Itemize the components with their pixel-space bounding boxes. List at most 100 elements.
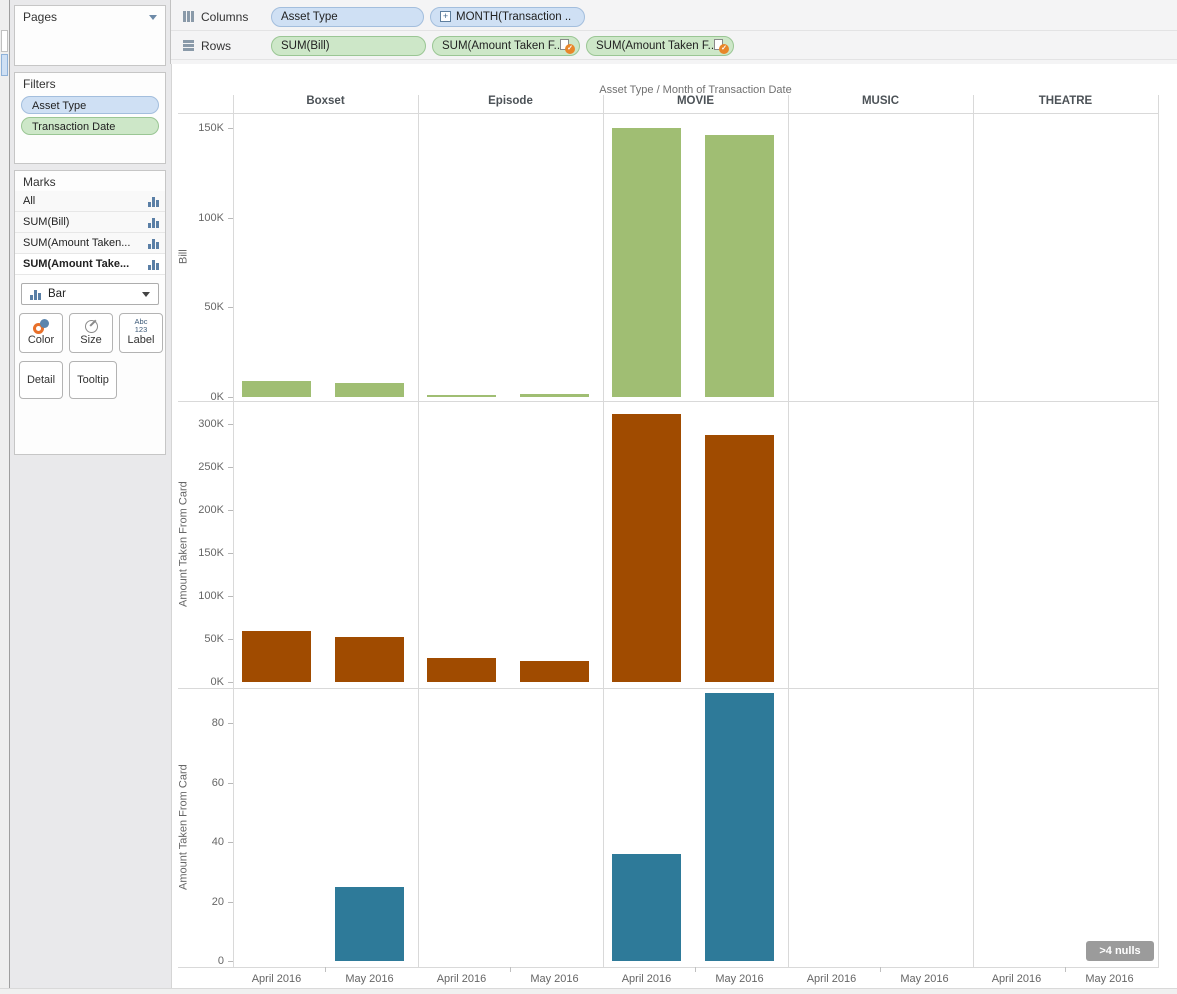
color-button[interactable]: Color bbox=[19, 313, 63, 353]
rows-shelf-label: Rows bbox=[201, 38, 232, 53]
y-tick-label: 60 bbox=[211, 776, 224, 789]
pill-sum-amount-taken-1[interactable]: SUM(Amount Taken F.. ✓ bbox=[432, 35, 580, 56]
x-tick-mark bbox=[695, 967, 696, 972]
calc-check-icon: ✓ bbox=[714, 38, 730, 54]
panel-border-horizontal bbox=[178, 967, 1159, 968]
y-tick-mark bbox=[228, 639, 233, 640]
column-header-theatre[interactable]: THEATRE bbox=[1038, 95, 1093, 107]
pages-card: Pages bbox=[14, 5, 166, 66]
filter-pill-transaction-date[interactable]: Transaction Date bbox=[21, 117, 159, 135]
y-tick-mark bbox=[228, 307, 233, 309]
rows-shelf[interactable]: Rows SUM(Bill) SUM(Amount Taken F.. ✓ SU… bbox=[171, 32, 1177, 60]
x-tick-mark bbox=[510, 967, 511, 972]
bar-boxset-april-row2[interactable] bbox=[242, 631, 311, 682]
columns-shelf[interactable]: Columns Asset Type + MONTH(Transaction .… bbox=[171, 3, 1177, 31]
x-axis-label: May 2016 bbox=[530, 973, 579, 985]
marks-row-sum-amount-1[interactable]: SUM(Amount Taken... bbox=[15, 233, 165, 254]
bar-boxset-april-row1[interactable] bbox=[242, 380, 311, 397]
abc123-icon: Abc 123 bbox=[134, 317, 148, 334]
y-tick-label: 100K bbox=[198, 211, 224, 224]
marks-row-sum-bill[interactable]: SUM(Bill) bbox=[15, 212, 165, 233]
x-tick-mark bbox=[1065, 967, 1066, 972]
filter-pill-asset-type[interactable]: Asset Type bbox=[21, 96, 159, 114]
chevron-down-icon bbox=[142, 291, 150, 297]
panel-border-horizontal bbox=[178, 688, 1159, 689]
pill-sum-amount-taken-2[interactable]: SUM(Amount Taken F.. ✓ bbox=[586, 35, 734, 56]
y-tick-mark bbox=[228, 596, 233, 597]
y-tick-label: 0K bbox=[210, 676, 224, 688]
marks-row-all[interactable]: All bbox=[15, 191, 165, 212]
filters-card: Filters Asset Type Transaction Date bbox=[14, 72, 166, 164]
bar-boxset-may-row1[interactable] bbox=[335, 382, 404, 397]
panel-border-vertical bbox=[233, 95, 234, 967]
panel-border-vertical bbox=[788, 95, 789, 967]
pill-asset-type[interactable]: Asset Type bbox=[271, 6, 424, 27]
bar-episode-may-row2[interactable] bbox=[520, 661, 589, 682]
pane-tab-active[interactable] bbox=[1, 54, 8, 76]
y-tick-mark bbox=[228, 467, 233, 468]
y-tick-label: 300K bbox=[198, 418, 224, 430]
bar-episode-may-row1[interactable] bbox=[520, 393, 589, 397]
chart-title: Asset Type / Month of Transaction Date bbox=[599, 84, 792, 96]
label-button[interactable]: Abc 123 Label bbox=[119, 313, 163, 353]
rows-shelf-icon bbox=[183, 40, 194, 51]
bar-chart-icon bbox=[148, 196, 159, 207]
panel-border-vertical bbox=[1158, 95, 1159, 967]
y-tick-label: 0 bbox=[217, 955, 224, 967]
x-axis-label: May 2016 bbox=[900, 973, 949, 985]
column-header-music[interactable]: MUSIC bbox=[861, 95, 900, 107]
x-axis-label: April 2016 bbox=[621, 973, 672, 985]
bar-movie-april-row3[interactable] bbox=[612, 853, 681, 961]
y-tick-mark bbox=[228, 510, 233, 511]
chart-view: Asset Type / Month of Transaction Date >… bbox=[171, 64, 1177, 988]
tooltip-button[interactable]: Tooltip bbox=[69, 361, 117, 399]
column-header-episode[interactable]: Episode bbox=[488, 95, 533, 107]
marks-row-sum-amount-2[interactable]: SUM(Amount Take... bbox=[15, 254, 165, 275]
pane-tab[interactable] bbox=[1, 30, 8, 52]
size-button[interactable]: Size bbox=[69, 313, 113, 353]
y-tick-label: 0K bbox=[210, 391, 224, 403]
column-header-movie[interactable]: MOVIE bbox=[676, 95, 715, 107]
bar-movie-april-row2[interactable] bbox=[612, 413, 681, 682]
y-tick-mark bbox=[228, 397, 233, 398]
bar-episode-april-row2[interactable] bbox=[427, 657, 496, 682]
expand-icon[interactable]: + bbox=[440, 11, 451, 22]
bar-movie-april-row1[interactable] bbox=[612, 128, 681, 397]
x-tick-mark bbox=[325, 967, 326, 972]
x-axis-label: April 2016 bbox=[991, 973, 1042, 985]
bar-boxset-may-row2[interactable] bbox=[335, 637, 404, 682]
panel-border-vertical bbox=[973, 95, 974, 967]
y-tick-label: 20 bbox=[211, 895, 224, 908]
chevron-down-icon[interactable] bbox=[149, 14, 157, 20]
filters-title: Filters bbox=[23, 77, 56, 91]
x-axis-label: April 2016 bbox=[806, 973, 857, 985]
panel-border-vertical bbox=[603, 95, 604, 967]
panel-border-vertical bbox=[418, 95, 419, 967]
pill-month-transaction-date[interactable]: + MONTH(Transaction .. bbox=[430, 6, 585, 27]
bar-episode-april-row1[interactable] bbox=[427, 394, 496, 397]
nulls-indicator-badge[interactable]: >4 nulls bbox=[1086, 941, 1154, 961]
bar-boxset-may-row3[interactable] bbox=[335, 886, 404, 961]
y-tick-label: 50K bbox=[204, 301, 224, 314]
pill-sum-bill[interactable]: SUM(Bill) bbox=[271, 35, 426, 56]
y-tick-label: 150K bbox=[198, 547, 224, 559]
bar-chart-icon bbox=[148, 238, 159, 249]
collapsed-pane-strip[interactable] bbox=[0, 0, 10, 994]
bar-movie-may-row3[interactable] bbox=[705, 693, 774, 961]
y-tick-mark bbox=[228, 782, 233, 784]
y-tick-mark bbox=[228, 217, 233, 219]
pages-title: Pages bbox=[23, 10, 58, 24]
sidebar: Pages Filters Asset Type Transaction Dat… bbox=[10, 0, 170, 988]
column-header-boxset[interactable]: Boxset bbox=[306, 95, 345, 107]
marks-title: Marks bbox=[23, 175, 56, 189]
x-axis-label: May 2016 bbox=[1085, 973, 1134, 985]
mark-type-dropdown[interactable]: Bar bbox=[21, 283, 159, 305]
y-tick-label: 150K bbox=[198, 122, 224, 134]
bar-chart-icon bbox=[148, 259, 159, 270]
shelf-area: Columns Asset Type + MONTH(Transaction .… bbox=[170, 0, 1177, 64]
detail-button[interactable]: Detail bbox=[19, 361, 63, 399]
y-tick-label: 80 bbox=[211, 717, 224, 729]
bar-chart-icon bbox=[148, 217, 159, 228]
bar-movie-may-row1[interactable] bbox=[705, 135, 774, 397]
bar-movie-may-row2[interactable] bbox=[705, 435, 774, 682]
